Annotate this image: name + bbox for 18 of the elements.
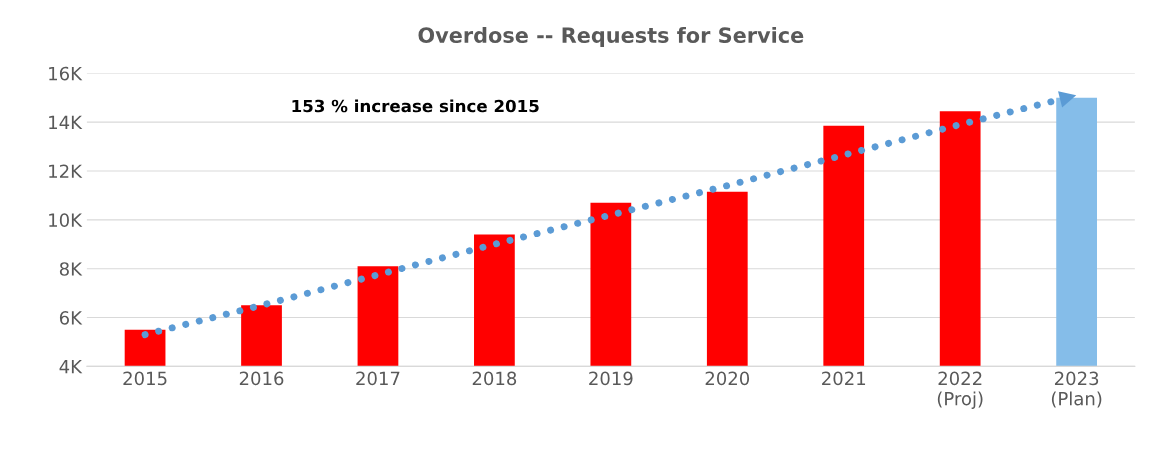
chart-title: Overdose -- Requests for Service [418,26,804,48]
annotation: 153 % increase since 2015 [292,99,539,113]
x-tick-label: 2018 [472,371,517,386]
x-tick-label: 2023 (Plan) [1051,371,1102,408]
x-tick-label: 2016 [239,371,284,386]
y-tick-label: 12K [49,164,83,178]
y-tick-label: 6K [59,311,83,325]
y-tick-label: 4K [59,360,83,374]
x-tick-label: 2021 [822,371,866,386]
y-tick-label: 8K [59,262,83,276]
x-tick-label: 2017 [356,371,400,386]
x-tick-label: 2015 [123,371,167,386]
x-tick-label: 2022 (Proj) [937,371,983,409]
y-tick-label: 10K [49,213,83,227]
y-tick-label: 14K [49,115,83,129]
y-tick-label: 16K [49,66,83,81]
x-tick-label: 2020 [705,371,750,386]
x-tick-label: 2019 [589,371,633,386]
